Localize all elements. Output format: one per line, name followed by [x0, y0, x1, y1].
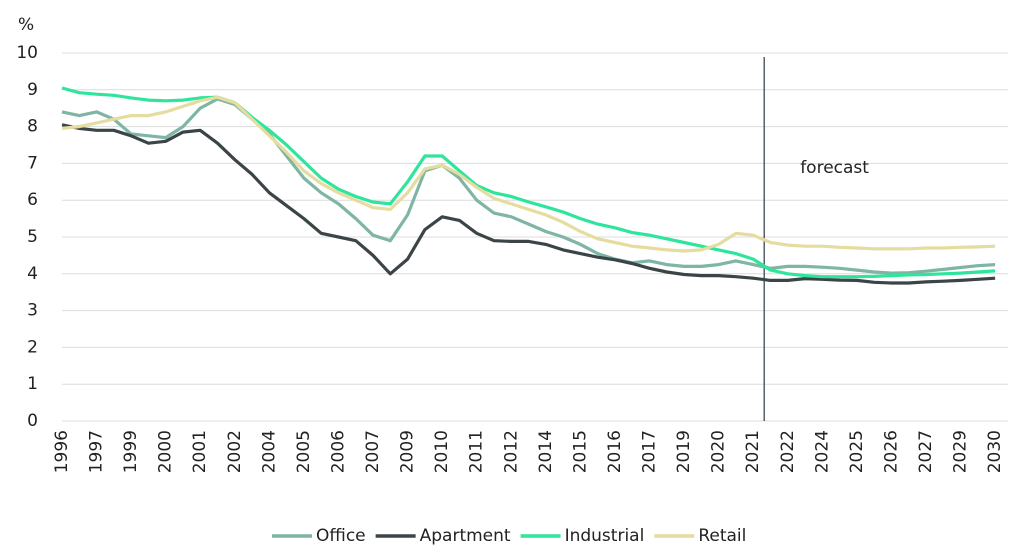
- x-tick-label: 2012: [501, 430, 521, 473]
- x-tick-label: 2006: [328, 430, 348, 473]
- x-tick-label: 2020: [709, 430, 729, 473]
- x-tick-label: 2010: [432, 430, 452, 473]
- y-tick-label: 7: [27, 153, 38, 173]
- x-tick-label: 2002: [225, 430, 245, 473]
- x-tick-label: 2022: [778, 430, 798, 473]
- legend-label: Apartment: [420, 526, 511, 546]
- legend-label: Office: [316, 526, 366, 546]
- legend-label: Retail: [698, 526, 746, 546]
- series-line: [61, 95, 996, 253]
- x-tick-label: 1997: [87, 430, 107, 473]
- y-tick-label: 8: [27, 117, 38, 137]
- x-tick-label: 2024: [812, 430, 832, 473]
- x-tick-label: 2017: [640, 430, 660, 473]
- series-line: [61, 123, 996, 285]
- x-tick-label: 2014: [536, 430, 556, 473]
- y-tick-label: 9: [27, 80, 38, 100]
- y-tick-label: 1: [27, 374, 38, 394]
- x-tick-label: 2027: [916, 430, 936, 473]
- x-tick-label: 2007: [363, 430, 383, 473]
- x-tick-label: 2015: [570, 430, 590, 473]
- x-tick-label: 2025: [847, 430, 867, 473]
- x-tick-label: 2011: [467, 430, 487, 473]
- series-line: [61, 97, 996, 275]
- x-tick-label: 2016: [605, 430, 625, 473]
- y-tick-label: 0: [27, 411, 38, 431]
- x-tick-label: 1999: [121, 430, 141, 473]
- x-tick-label: 2029: [951, 430, 971, 473]
- y-tick-label: 3: [27, 301, 38, 321]
- y-tick-label: 2: [27, 337, 38, 357]
- y-tick-label: 5: [27, 227, 38, 247]
- x-tick-label: 2021: [743, 430, 763, 473]
- y-tick-label: 6: [27, 190, 38, 210]
- x-tick-label: 2005: [294, 430, 314, 473]
- x-tick-label: 2000: [156, 430, 176, 473]
- y-unit-label: %: [18, 15, 34, 35]
- legend-label: Industrial: [565, 526, 645, 546]
- x-tick-label: 1996: [52, 430, 72, 473]
- x-tick-label: 2009: [398, 430, 418, 473]
- x-tick-label: 2026: [881, 430, 901, 473]
- x-tick-label: 2004: [259, 430, 279, 473]
- y-tick-label: 4: [27, 264, 38, 284]
- x-tick-label: 2030: [985, 430, 1005, 473]
- forecast-annotation: forecast: [800, 158, 869, 178]
- x-tick-label: 2001: [190, 430, 210, 473]
- x-tick-label: 2019: [674, 430, 694, 473]
- y-tick-label: 10: [16, 43, 38, 63]
